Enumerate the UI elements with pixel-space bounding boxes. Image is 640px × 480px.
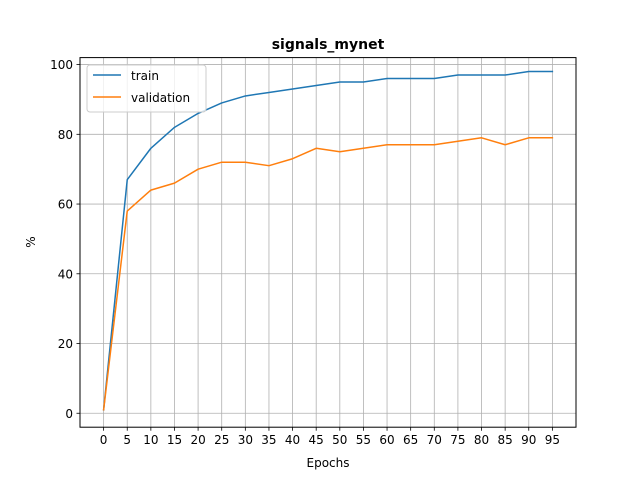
x-tick-label: 55 xyxy=(356,433,371,447)
x-tick-label: 40 xyxy=(285,433,300,447)
x-tick-label: 70 xyxy=(427,433,442,447)
y-axis-label: % xyxy=(24,236,38,247)
y-tick-label: 0 xyxy=(65,407,73,421)
y-tick-label: 20 xyxy=(58,337,73,351)
x-tick-label: 35 xyxy=(261,433,276,447)
series-line-validation xyxy=(102,137,554,411)
legend-label-validation: validation xyxy=(131,91,190,105)
x-tick-label: 95 xyxy=(545,433,560,447)
x-tick-label: 80 xyxy=(474,433,489,447)
x-tick-label: 90 xyxy=(521,433,536,447)
x-tick-label: 30 xyxy=(238,433,253,447)
x-tick-label: 85 xyxy=(498,433,513,447)
x-tick-label: 25 xyxy=(214,433,229,447)
x-tick-label: 60 xyxy=(379,433,394,447)
series-lines xyxy=(102,70,554,411)
series-line-train xyxy=(102,70,554,411)
y-tick-label: 60 xyxy=(58,198,73,212)
x-tick-label: 10 xyxy=(143,433,158,447)
x-tick-label: 0 xyxy=(100,433,108,447)
plot-frame xyxy=(79,57,577,428)
x-tick-label: 45 xyxy=(309,433,324,447)
x-tick-label: 50 xyxy=(332,433,347,447)
y-tick-label: 80 xyxy=(58,128,73,142)
x-tick-label: 75 xyxy=(450,433,465,447)
x-tick-label: 5 xyxy=(123,433,131,447)
legend: train validation xyxy=(86,64,207,113)
x-axis-label: Epochs xyxy=(307,456,350,470)
y-tick-label: 100 xyxy=(50,58,73,72)
legend-label-train: train xyxy=(131,69,159,83)
x-tick-label: 15 xyxy=(167,433,182,447)
chart-title: signals_mynet xyxy=(272,37,385,53)
x-tick-label: 20 xyxy=(190,433,205,447)
x-tick-label: 65 xyxy=(403,433,418,447)
x-axis-ticks: 0 5 10 15 20 25 30 35 40 45 50 55 60 65 70 75 80 85 90 95 xyxy=(100,427,560,447)
legend-box xyxy=(86,64,207,113)
y-tick-label: 40 xyxy=(58,267,73,281)
y-axis-ticks: 0 20 40 60 80 100 xyxy=(50,58,80,421)
grid-lines xyxy=(80,57,576,428)
